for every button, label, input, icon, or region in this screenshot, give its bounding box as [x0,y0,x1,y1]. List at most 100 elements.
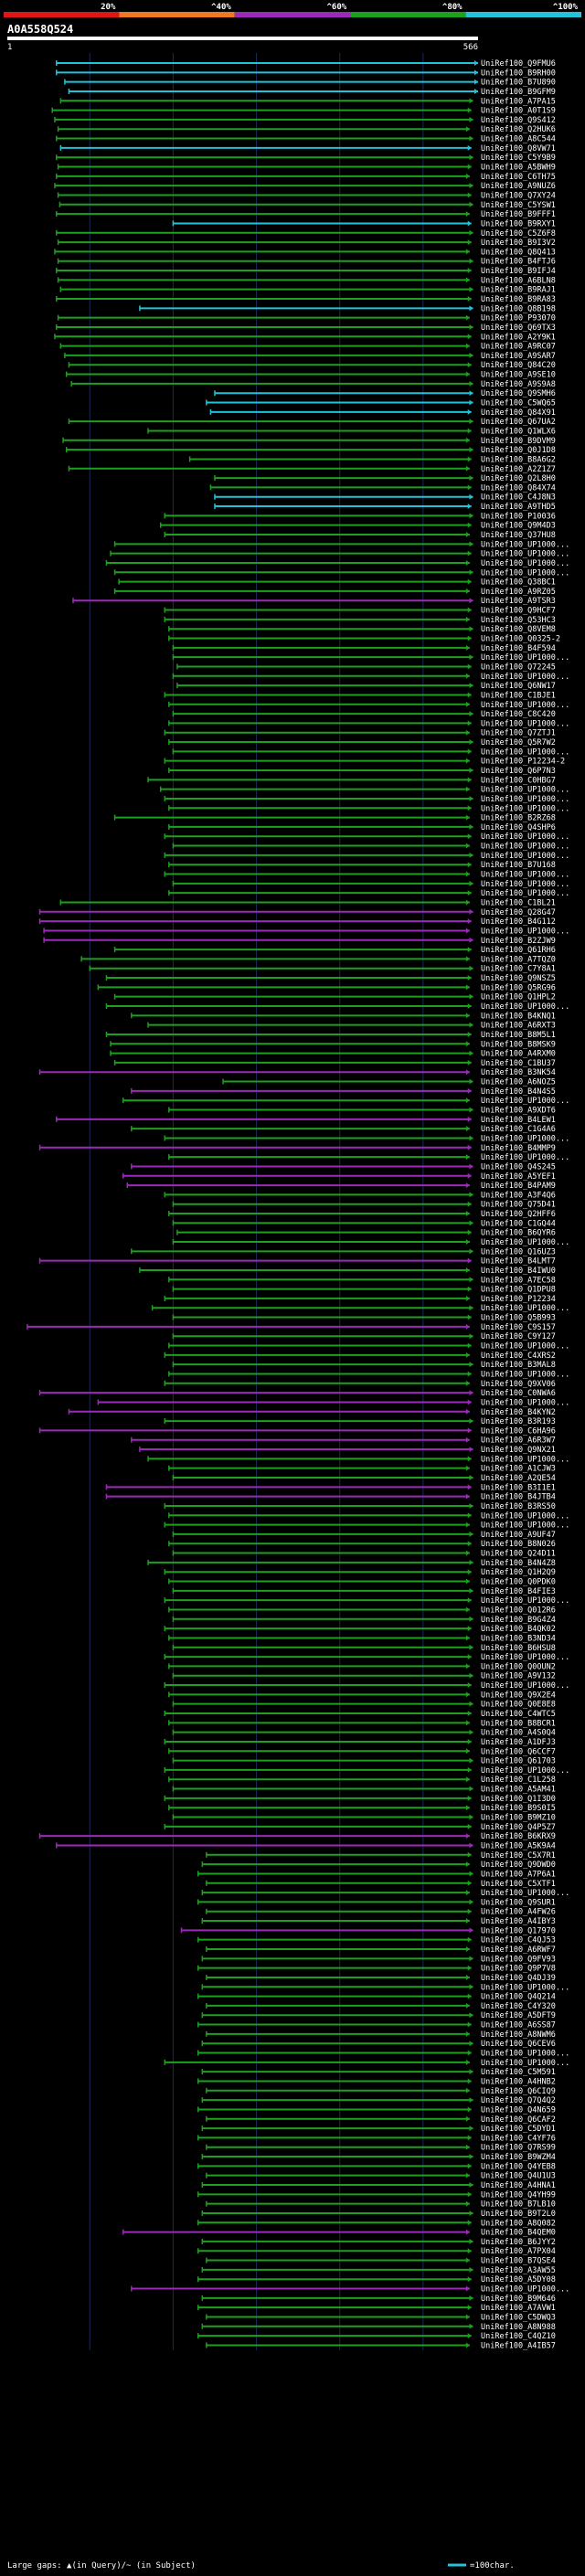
hit-label[interactable]: UniRef100_Q0PDK0 [481,1578,556,1587]
hit-label[interactable]: UniRef100_B4PAM9 [481,1182,556,1191]
hit-row[interactable]: UniRef100_A2Y9K1 [54,333,556,342]
hit-row[interactable]: UniRef100_C6HA96 [38,1426,556,1436]
hit-row[interactable]: UniRef100_B4KYN2 [68,1408,556,1417]
hit-row[interactable]: UniRef100_A9SE10 [65,371,556,380]
hit-row[interactable]: UniRef100_Q0E8E8 [172,1701,556,1710]
hit-label[interactable]: UniRef100_C5Z6F8 [481,229,556,239]
hit-row[interactable]: UniRef100_UP1000... [97,1398,569,1407]
hit-label[interactable]: UniRef100_Q53HC3 [481,616,556,625]
hit-label[interactable]: UniRef100_Q6P7N3 [481,767,556,776]
hit-label[interactable]: UniRef100_C4YF76 [481,2134,556,2143]
hit-row[interactable]: UniRef100_C4QJ53 [197,1936,556,1945]
hit-label[interactable]: UniRef100_UP1000... [481,2285,569,2295]
hit-row[interactable]: UniRef100_A9S9A8 [70,380,556,389]
hit-row[interactable]: UniRef100_B8M5L1 [105,1031,556,1040]
hit-label[interactable]: UniRef100_C5DWQ3 [481,2313,556,2322]
hit-row[interactable]: UniRef100_B9DVM9 [62,437,556,446]
hit-label[interactable]: UniRef100_B9DVM9 [481,437,556,446]
hit-label[interactable]: UniRef100_C6TH75 [481,173,556,182]
hit-row[interactable]: UniRef100_Q61703 [172,1757,556,1766]
hit-row[interactable]: UniRef100_Q4DJ39 [206,1974,556,1983]
hit-label[interactable]: UniRef100_P12234 [481,1295,556,1304]
hit-label[interactable]: UniRef100_UP1000... [481,804,569,813]
hit-row[interactable]: UniRef100_P12234 [164,1295,556,1304]
hit-label[interactable]: UniRef100_C4XRS2 [481,1352,556,1361]
hit-row[interactable]: UniRef100_A9THD5 [214,503,556,512]
hit-row[interactable]: UniRef100_B9M646 [201,2295,556,2304]
hit-row[interactable]: UniRef100_B9WZM4 [201,2153,556,2162]
hit-label[interactable]: UniRef100_UP1000... [481,1398,569,1407]
hit-label[interactable]: UniRef100_UP1000... [481,843,569,852]
hit-label[interactable]: UniRef100_Q4N659 [481,2105,556,2115]
hit-row[interactable]: UniRef100_B9RAJ1 [59,286,556,295]
hit-row[interactable]: UniRef100_Q4SHP6 [168,823,556,832]
hit-row[interactable]: UniRef100_A9RZ05 [113,588,556,597]
hit-label[interactable]: UniRef100_B4KYN2 [481,1408,556,1417]
hit-row[interactable]: UniRef100_UP1000... [164,1653,569,1662]
hit-row[interactable]: UniRef100_UP1000... [168,701,569,710]
hit-label[interactable]: UniRef100_UP1000... [481,1153,569,1162]
hit-row[interactable]: UniRef100_A9NUZ6 [54,182,556,191]
hit-label[interactable]: UniRef100_A9S9A8 [481,380,556,389]
hit-row[interactable]: UniRef100_A2Z1Z7 [68,465,556,474]
hit-label[interactable]: UniRef100_Q9FV93 [481,1955,556,1964]
hit-row[interactable]: UniRef100_Q9X2E4 [168,1691,556,1700]
hit-label[interactable]: UniRef100_A7EC58 [481,1276,556,1285]
hit-row[interactable]: UniRef100_B7U168 [168,861,556,870]
hit-label[interactable]: UniRef100_P10036 [481,512,556,521]
hit-row[interactable]: UniRef100_Q8Q413 [54,248,556,257]
hit-row[interactable]: UniRef100_C4YF76 [197,2134,556,2143]
hit-row[interactable]: UniRef100_Q9FMU6 [56,59,556,69]
hit-row[interactable]: UniRef100_A6R3W7 [131,1436,556,1446]
hit-row[interactable]: UniRef100_UP1000... [168,719,569,728]
hit-label[interactable]: UniRef100_Q4YH99 [481,2190,556,2200]
hit-label[interactable]: UniRef100_Q75D41 [481,1201,556,1210]
hit-row[interactable]: UniRef100_Q6CAF2 [206,2115,556,2125]
hit-label[interactable]: UniRef100_B6JYY2 [481,2238,556,2247]
hit-row[interactable]: UniRef100_Q75D41 [172,1201,556,1210]
hit-row[interactable]: UniRef100_A8NWM6 [206,2030,556,2040]
hit-label[interactable]: UniRef100_Q8Q413 [481,248,556,257]
hit-row[interactable]: UniRef100_A4FW26 [206,1908,556,1917]
hit-row[interactable]: UniRef100_B9GFM9 [68,88,556,97]
hit-row[interactable]: UniRef100_Q9DWD0 [201,1860,556,1870]
hit-label[interactable]: UniRef100_B2ZJW9 [481,937,556,946]
hit-row[interactable]: UniRef100_A1CJW3 [168,1465,556,1474]
hit-row[interactable]: UniRef100_A9RC07 [59,343,556,352]
hit-label[interactable]: UniRef100_UP1000... [481,1455,569,1464]
hit-label[interactable]: UniRef100_UP1000... [481,2050,569,2059]
hit-label[interactable]: UniRef100_UP1000... [481,1521,569,1531]
hit-label[interactable]: UniRef100_A6RWF7 [481,1945,556,1955]
hit-row[interactable]: UniRef100_B6HSU8 [172,1644,556,1653]
hit-row[interactable]: UniRef100_A4HNB2 [197,2077,556,2086]
hit-row[interactable]: UniRef100_UP1000... [201,1889,569,1898]
hit-label[interactable]: UniRef100_C5X7R1 [481,1851,556,1860]
hit-row[interactable]: UniRef100_B2RZ68 [113,814,556,823]
hit-row[interactable]: UniRef100_Q4S245 [131,1162,556,1171]
hit-row[interactable]: UniRef100_B3NK54 [38,1068,556,1077]
hit-row[interactable]: UniRef100_UP1000... [172,1238,569,1247]
hit-label[interactable]: UniRef100_UP1000... [481,653,569,663]
hit-label[interactable]: UniRef100_P93070 [481,314,556,323]
hit-row[interactable]: UniRef100_B3R193 [164,1417,556,1426]
hit-label[interactable]: UniRef100_A9TSR3 [481,597,556,606]
hit-row[interactable]: UniRef100_Q67UA2 [68,418,556,427]
hit-row[interactable]: UniRef100_A4HNA1 [201,2181,556,2190]
hit-row[interactable]: UniRef100_Q1I3D0 [164,1795,556,1804]
hit-label[interactable]: UniRef100_B8A6G2 [481,455,556,464]
hit-label[interactable]: UniRef100_C4QZ10 [481,2332,556,2341]
hit-label[interactable]: UniRef100_P12234-2 [481,758,565,767]
hit-row[interactable]: UniRef100_UP1000... [168,1153,569,1162]
hit-label[interactable]: UniRef100_B9RA83 [481,295,556,304]
hit-row[interactable]: UniRef100_A6RXT3 [147,1022,556,1031]
hit-row[interactable]: UniRef100_Q9S412 [54,116,556,125]
hit-label[interactable]: UniRef100_Q4YEB8 [481,2162,556,2171]
hit-row[interactable]: UniRef100_C4WTC5 [164,1710,556,1719]
hit-label[interactable]: UniRef100_UP1000... [481,1370,569,1379]
hit-label[interactable]: UniRef100_Q67UA2 [481,418,556,427]
hit-label[interactable]: UniRef100_A9V132 [481,1672,556,1681]
hit-label[interactable]: UniRef100_Q28G47 [481,908,556,917]
hit-row[interactable]: UniRef100_B4LMT7 [38,1257,556,1267]
hit-row[interactable]: UniRef100_Q4Q214 [197,1993,556,2002]
hit-row[interactable]: UniRef100_Q6P7N3 [168,767,556,776]
